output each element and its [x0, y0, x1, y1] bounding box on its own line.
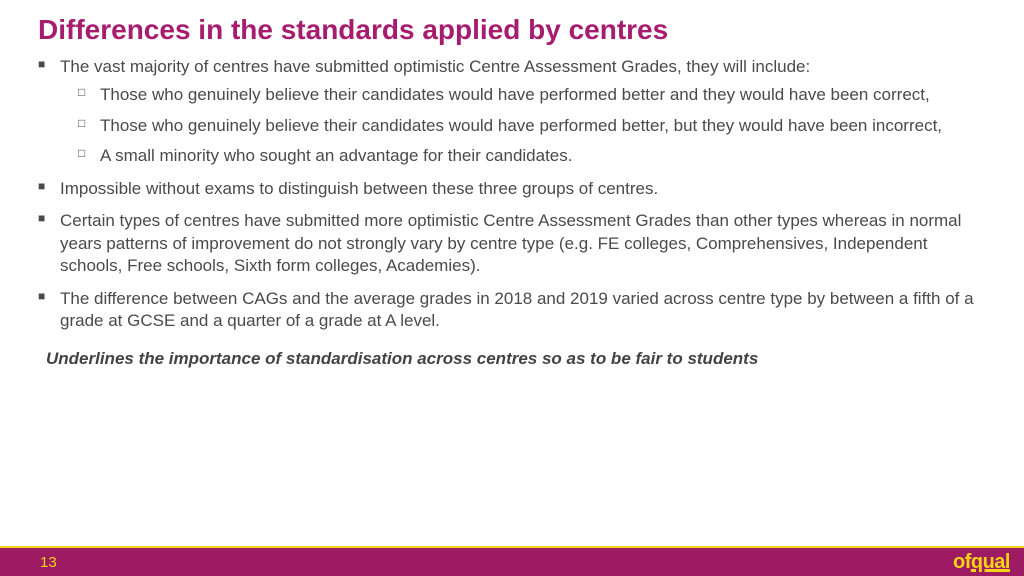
- ofqual-logo: ofqual: [953, 551, 1010, 574]
- sub-bullet-item: Those who genuinely believe their candid…: [78, 84, 994, 106]
- sub-bullet-item: Those who genuinely believe their candid…: [78, 115, 994, 137]
- sub-bullet-text: Those who genuinely believe their candid…: [100, 116, 942, 135]
- bullet-item: Certain types of centres have submitted …: [38, 210, 994, 277]
- bullet-text: Certain types of centres have submitted …: [60, 211, 961, 275]
- sub-bullet-text: Those who genuinely believe their candid…: [100, 85, 930, 104]
- sub-bullet-text: A small minority who sought an advantage…: [100, 146, 573, 165]
- bullet-item: Impossible without exams to distinguish …: [38, 178, 994, 200]
- slide: Differences in the standards applied by …: [0, 0, 1024, 576]
- sub-bullet-list: Those who genuinely believe their candid…: [78, 84, 994, 167]
- sub-bullet-item: A small minority who sought an advantage…: [78, 145, 994, 167]
- bullet-text: The difference between CAGs and the aver…: [60, 289, 974, 330]
- footer-bar: 13 ofqual: [0, 548, 1024, 576]
- bullet-list: The vast majority of centres have submit…: [38, 56, 994, 332]
- emphasis-line: Underlines the importance of standardisa…: [38, 348, 994, 370]
- bullet-item: The vast majority of centres have submit…: [38, 56, 994, 168]
- bullet-text: The vast majority of centres have submit…: [60, 57, 810, 76]
- slide-title: Differences in the standards applied by …: [38, 14, 668, 46]
- bullet-text: Impossible without exams to distinguish …: [60, 179, 658, 198]
- page-number: 13: [40, 554, 57, 571]
- slide-content: The vast majority of centres have submit…: [38, 56, 994, 371]
- bullet-item: The difference between CAGs and the aver…: [38, 288, 994, 333]
